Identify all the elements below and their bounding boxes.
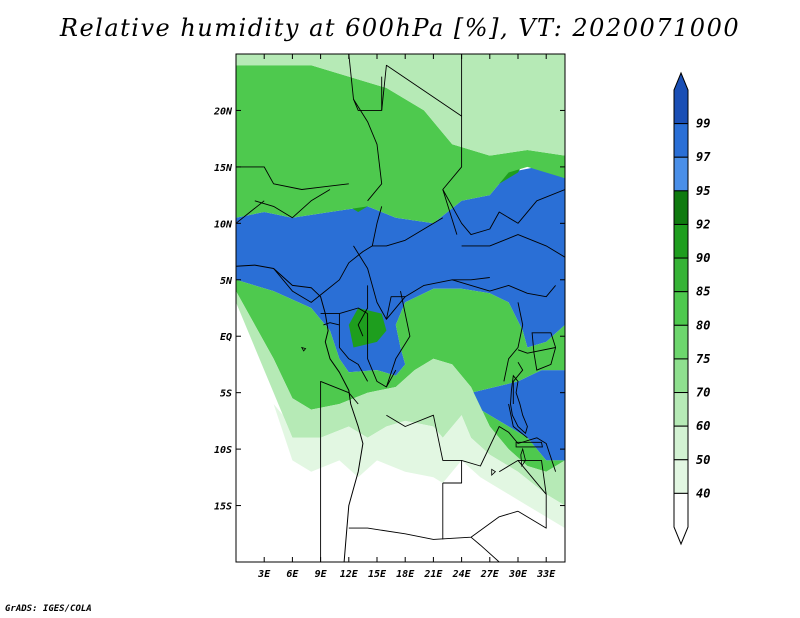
colorbar: 99 97 95 92 90 85 80 75 70 60 50 40 (673, 71, 711, 546)
border-line (503, 302, 524, 382)
colorbar-segment (673, 190, 689, 225)
border-line (323, 322, 340, 326)
border-line (442, 116, 463, 235)
lat-tick-label: EQ (220, 332, 232, 343)
rh-region-85 (236, 65, 565, 224)
page-title: Relative humidity at 600hPa [%], VT: 202… (59, 14, 741, 42)
rh-region-60 (236, 54, 565, 156)
border-line (338, 313, 368, 382)
lon-tick-label: 27E (480, 569, 500, 580)
lat-tick-label: 5N (220, 276, 233, 287)
border-line (498, 459, 547, 495)
border-line (461, 234, 565, 258)
border-line (470, 536, 500, 562)
rh-region-85 (236, 279, 565, 472)
colorbar-label: 50 (696, 453, 710, 467)
lat-tick-label: 5S (220, 389, 232, 400)
colorbar-segment (673, 392, 689, 427)
colorbar-segment (673, 156, 689, 192)
border-line (236, 200, 265, 224)
colorbar-label: 40 (696, 486, 710, 500)
lon-tick-label: 21E (423, 569, 443, 580)
lon-tick-label: 3E (257, 569, 271, 580)
border-line (517, 347, 556, 354)
border-line (385, 291, 411, 388)
border-line (353, 98, 383, 202)
colorbar-segment (673, 291, 689, 326)
rh-region-97 (471, 370, 565, 461)
lat-tick-label: 15S (214, 502, 232, 513)
lon-tick-label: 12E (340, 569, 359, 580)
colorbar-label: 92 (696, 217, 710, 231)
border-line (353, 245, 490, 320)
lon-tick-label: 6E (286, 569, 299, 580)
lon-tick-label: 30E (508, 569, 528, 580)
rh-region-60 (236, 291, 565, 506)
colorbar-label: 90 (696, 251, 710, 265)
lon-tick-label: 9E (315, 569, 328, 580)
colorbar-segment (673, 425, 689, 461)
country-borders (236, 54, 565, 562)
lat-tick-label: 10S (214, 445, 232, 456)
border-line (348, 510, 519, 540)
axis-ticks: 3E 6E 9E 12E 15E 18E 21E 24E 27E 30E 33E 20N 15N 10N 5… (213, 54, 565, 580)
border-line (372, 217, 444, 247)
border-line (367, 313, 397, 388)
colorbar-segment (673, 257, 689, 293)
colorbar-label: 60 (696, 419, 710, 433)
lake-outline (531, 332, 557, 371)
lake-outline (491, 468, 497, 477)
coastline (236, 264, 364, 562)
border-line (381, 54, 463, 117)
island-outline (300, 346, 307, 352)
border-line (452, 279, 556, 298)
colorbar-label: 75 (696, 352, 710, 366)
colorbar-label: 99 (696, 117, 710, 131)
border-line (508, 403, 528, 439)
lon-tick-label: 15E (368, 569, 387, 580)
colorbar-label: 70 (696, 386, 710, 400)
border-line (386, 414, 463, 484)
lat-tick-label: 15N (214, 163, 233, 174)
colorbar-label: 95 (696, 184, 710, 198)
colorbar-segment (673, 123, 689, 158)
colorbar-segment (673, 324, 689, 360)
border-line (357, 285, 369, 337)
lat-tick-label: 10N (214, 219, 233, 230)
border-line (348, 54, 383, 111)
border-line (273, 206, 383, 303)
map-frame (235, 53, 566, 563)
grads-credit: GrADS: IGES/COLA (5, 604, 92, 614)
humidity-contours (236, 54, 565, 562)
border-line (320, 307, 368, 315)
colorbar-segment (673, 358, 689, 394)
border-line (236, 166, 349, 190)
border-line (517, 460, 547, 529)
lon-tick-label: 33E (536, 569, 556, 580)
rh-region-45 (273, 404, 565, 529)
lake-outline (510, 374, 528, 435)
colorbar-label: 80 (696, 318, 710, 332)
lat-tick-label: 20N (213, 106, 233, 117)
colorbar-segment (673, 459, 689, 494)
colorbar-label: 85 (696, 285, 710, 299)
colorbar-segment (673, 71, 689, 125)
colorbar-segment (673, 492, 689, 546)
border-line (512, 361, 524, 404)
lake-outline (520, 447, 526, 468)
lon-tick-label: 18E (396, 569, 415, 580)
rh-region-97 (236, 166, 565, 376)
colorbar-segment (673, 223, 689, 259)
lake-outline (515, 441, 543, 448)
colorbar-label: 97 (696, 150, 711, 164)
lon-tick-label: 24E (452, 569, 472, 580)
border-line (254, 189, 331, 219)
border-line (442, 189, 565, 236)
border-line (461, 426, 557, 472)
border-line (320, 380, 359, 562)
